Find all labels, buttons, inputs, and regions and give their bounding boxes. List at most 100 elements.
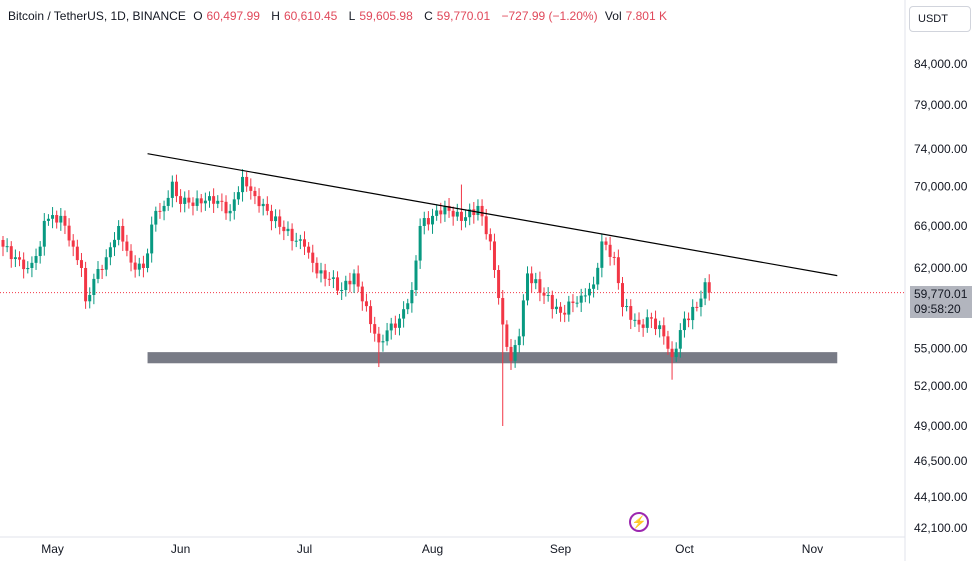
time-tick-label: Oct bbox=[675, 542, 694, 556]
candle-body bbox=[170, 181, 174, 198]
candle-body bbox=[625, 306, 629, 308]
candle-body bbox=[42, 220, 46, 247]
candle-body bbox=[526, 273, 530, 301]
candle-body bbox=[59, 215, 63, 223]
high-value: 60,610.45 bbox=[283, 9, 338, 23]
close-label: C bbox=[424, 9, 433, 23]
candle-body bbox=[340, 290, 344, 292]
candle-body bbox=[414, 260, 418, 291]
candle-body bbox=[691, 306, 695, 321]
candle-body bbox=[373, 324, 377, 334]
candle-body bbox=[455, 211, 459, 217]
candle-body bbox=[579, 295, 583, 303]
candle-body bbox=[418, 225, 422, 261]
candle-body bbox=[476, 205, 480, 216]
last-price: 59,770.01 bbox=[914, 287, 968, 301]
candle-body bbox=[34, 256, 38, 263]
candle-body bbox=[290, 228, 294, 242]
candle-body bbox=[113, 239, 117, 248]
price-tick-label: 46,500.00 bbox=[914, 454, 968, 468]
candle-body bbox=[666, 336, 670, 349]
candle-body bbox=[327, 278, 331, 280]
candle-body bbox=[369, 306, 373, 325]
candle-body bbox=[431, 215, 435, 225]
candle-body bbox=[703, 282, 707, 299]
candle-body bbox=[158, 210, 162, 212]
candle-body bbox=[583, 295, 587, 297]
candle-body bbox=[608, 244, 612, 257]
candle-body bbox=[435, 210, 439, 216]
candle-body bbox=[649, 317, 653, 319]
candle-body bbox=[261, 203, 265, 207]
candle-body bbox=[67, 225, 71, 241]
candle-body bbox=[348, 280, 352, 285]
price-tick-label: 79,000.00 bbox=[914, 98, 968, 112]
support-zone bbox=[147, 352, 838, 364]
candle-body bbox=[521, 300, 525, 337]
candle-body bbox=[108, 247, 112, 258]
candle-body bbox=[75, 246, 79, 261]
candle-body bbox=[596, 267, 600, 285]
candle-body bbox=[46, 218, 50, 221]
candle-body bbox=[393, 323, 397, 328]
symbol-title[interactable]: Bitcoin / TetherUS, 1D, BINANCE bbox=[8, 9, 186, 23]
candle-body bbox=[641, 324, 645, 328]
candle-body bbox=[253, 190, 257, 197]
candle-body bbox=[208, 196, 211, 201]
price-tick-label: 70,000.00 bbox=[914, 179, 968, 193]
currency-button[interactable]: USDT bbox=[909, 6, 971, 32]
candle-body bbox=[559, 306, 563, 313]
candle-body bbox=[203, 200, 207, 204]
candle-body bbox=[224, 201, 228, 214]
candle-body bbox=[426, 218, 430, 225]
candle-body bbox=[509, 346, 513, 361]
candle-body bbox=[389, 323, 393, 331]
candle-body bbox=[13, 257, 17, 260]
candle-body bbox=[554, 306, 558, 310]
candle-body bbox=[538, 279, 542, 293]
candle-body bbox=[517, 336, 521, 346]
time-tick-label: Sep bbox=[550, 542, 572, 556]
candle-body bbox=[245, 176, 249, 187]
candle-body bbox=[546, 295, 550, 297]
candle-body bbox=[137, 263, 141, 270]
candle-body bbox=[658, 325, 662, 330]
candle-body bbox=[96, 269, 100, 279]
candle-body bbox=[55, 215, 59, 223]
candle-body bbox=[513, 345, 517, 361]
candle-body bbox=[344, 280, 348, 291]
volume-value: 7.801 K bbox=[625, 9, 667, 23]
candle-body bbox=[129, 250, 133, 263]
time-tick-label: May bbox=[41, 542, 64, 556]
candle-body bbox=[674, 348, 678, 358]
candle-body bbox=[191, 202, 195, 206]
candle-body bbox=[447, 205, 451, 211]
candle-body bbox=[174, 181, 178, 197]
candle-body bbox=[480, 205, 484, 217]
low-value: 59,605.98 bbox=[359, 9, 413, 23]
candle-body bbox=[331, 277, 335, 279]
candle-body bbox=[18, 257, 22, 260]
price-tick-label: 74,000.00 bbox=[914, 142, 968, 156]
candle-body bbox=[117, 225, 121, 240]
candle-body bbox=[616, 257, 620, 284]
candle-body bbox=[336, 277, 340, 291]
high-label: H bbox=[271, 9, 280, 23]
candle-body bbox=[645, 317, 649, 328]
candle-body bbox=[22, 259, 26, 270]
candle-body bbox=[274, 216, 278, 222]
time-tick-label: Jun bbox=[171, 542, 190, 556]
lightning-icon[interactable]: ⚡ bbox=[629, 512, 649, 532]
candle-body bbox=[563, 312, 567, 315]
price-tick-label: 52,000.00 bbox=[914, 379, 968, 393]
candle-body bbox=[100, 269, 104, 271]
candle-body bbox=[9, 246, 13, 260]
candle-body bbox=[71, 240, 75, 247]
candle-body bbox=[162, 205, 166, 212]
candle-body bbox=[682, 318, 686, 331]
candle-body bbox=[141, 263, 145, 268]
candle-body bbox=[587, 288, 591, 296]
candle-body bbox=[567, 301, 571, 315]
candle-body bbox=[154, 210, 158, 225]
